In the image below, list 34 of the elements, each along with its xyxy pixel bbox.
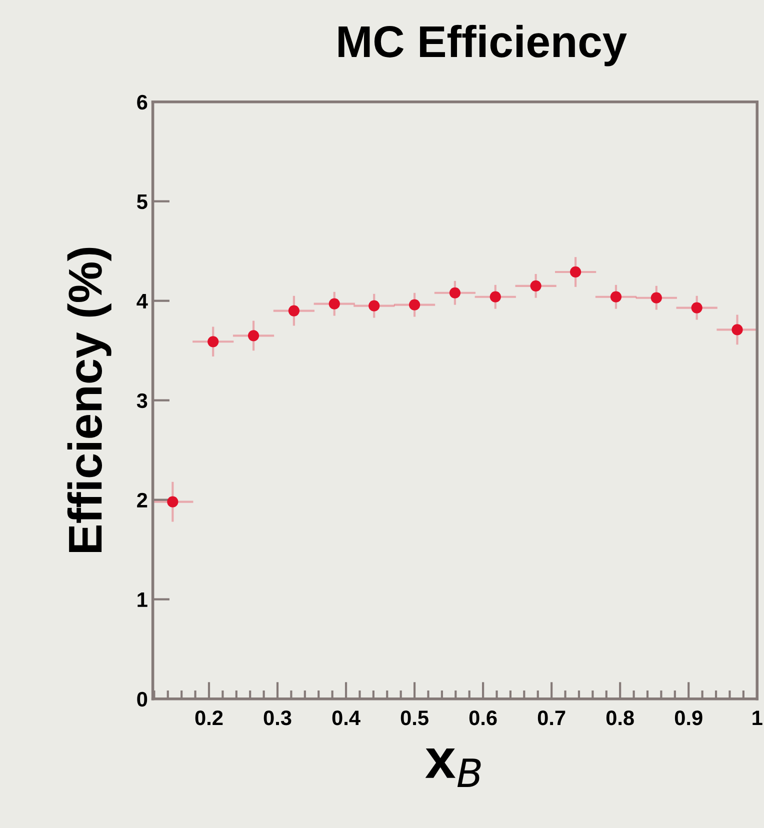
x-tick-label: 0.7 [538, 710, 566, 726]
x-tick-label: 0.4 [332, 710, 360, 726]
x-tick-label: 0.9 [674, 710, 702, 726]
x-axis-title: x$_{B}$ [425, 748, 481, 787]
point [328, 298, 340, 310]
point [368, 300, 380, 312]
point [610, 291, 622, 302]
point [570, 266, 582, 278]
x-tick-label: 0.5 [400, 710, 428, 726]
x-tick-label: 0.3 [264, 710, 292, 726]
point [288, 305, 300, 316]
point [650, 292, 662, 304]
x-tick-label: 0.6 [469, 710, 497, 726]
x-tick-label: 1 [752, 710, 762, 726]
y-axis-title: Efficiency (%) [67, 248, 112, 552]
point [490, 291, 501, 302]
point [691, 302, 702, 314]
y-tick-label: 2 [137, 492, 148, 508]
point [732, 324, 743, 336]
chart-title: MC Efficiency [338, 24, 627, 66]
y-tick-label: 3 [136, 393, 148, 408]
y-tick-label: 6 [137, 94, 148, 110]
point [408, 299, 420, 310]
point [208, 336, 219, 348]
x-tick-label: 0.2 [195, 710, 223, 726]
y-tick-label: 1 [138, 592, 148, 607]
point [449, 287, 461, 298]
y-tick-label: 0 [137, 692, 148, 707]
point [530, 280, 542, 292]
y-tick-label: 5 [136, 194, 148, 210]
x-tick-label: 0.8 [606, 710, 634, 726]
point [167, 496, 178, 508]
y-tick-label: 4 [136, 294, 148, 308]
point [248, 330, 260, 342]
